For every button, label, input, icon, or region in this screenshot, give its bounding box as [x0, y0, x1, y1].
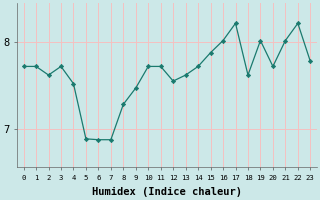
X-axis label: Humidex (Indice chaleur): Humidex (Indice chaleur)	[92, 186, 242, 197]
